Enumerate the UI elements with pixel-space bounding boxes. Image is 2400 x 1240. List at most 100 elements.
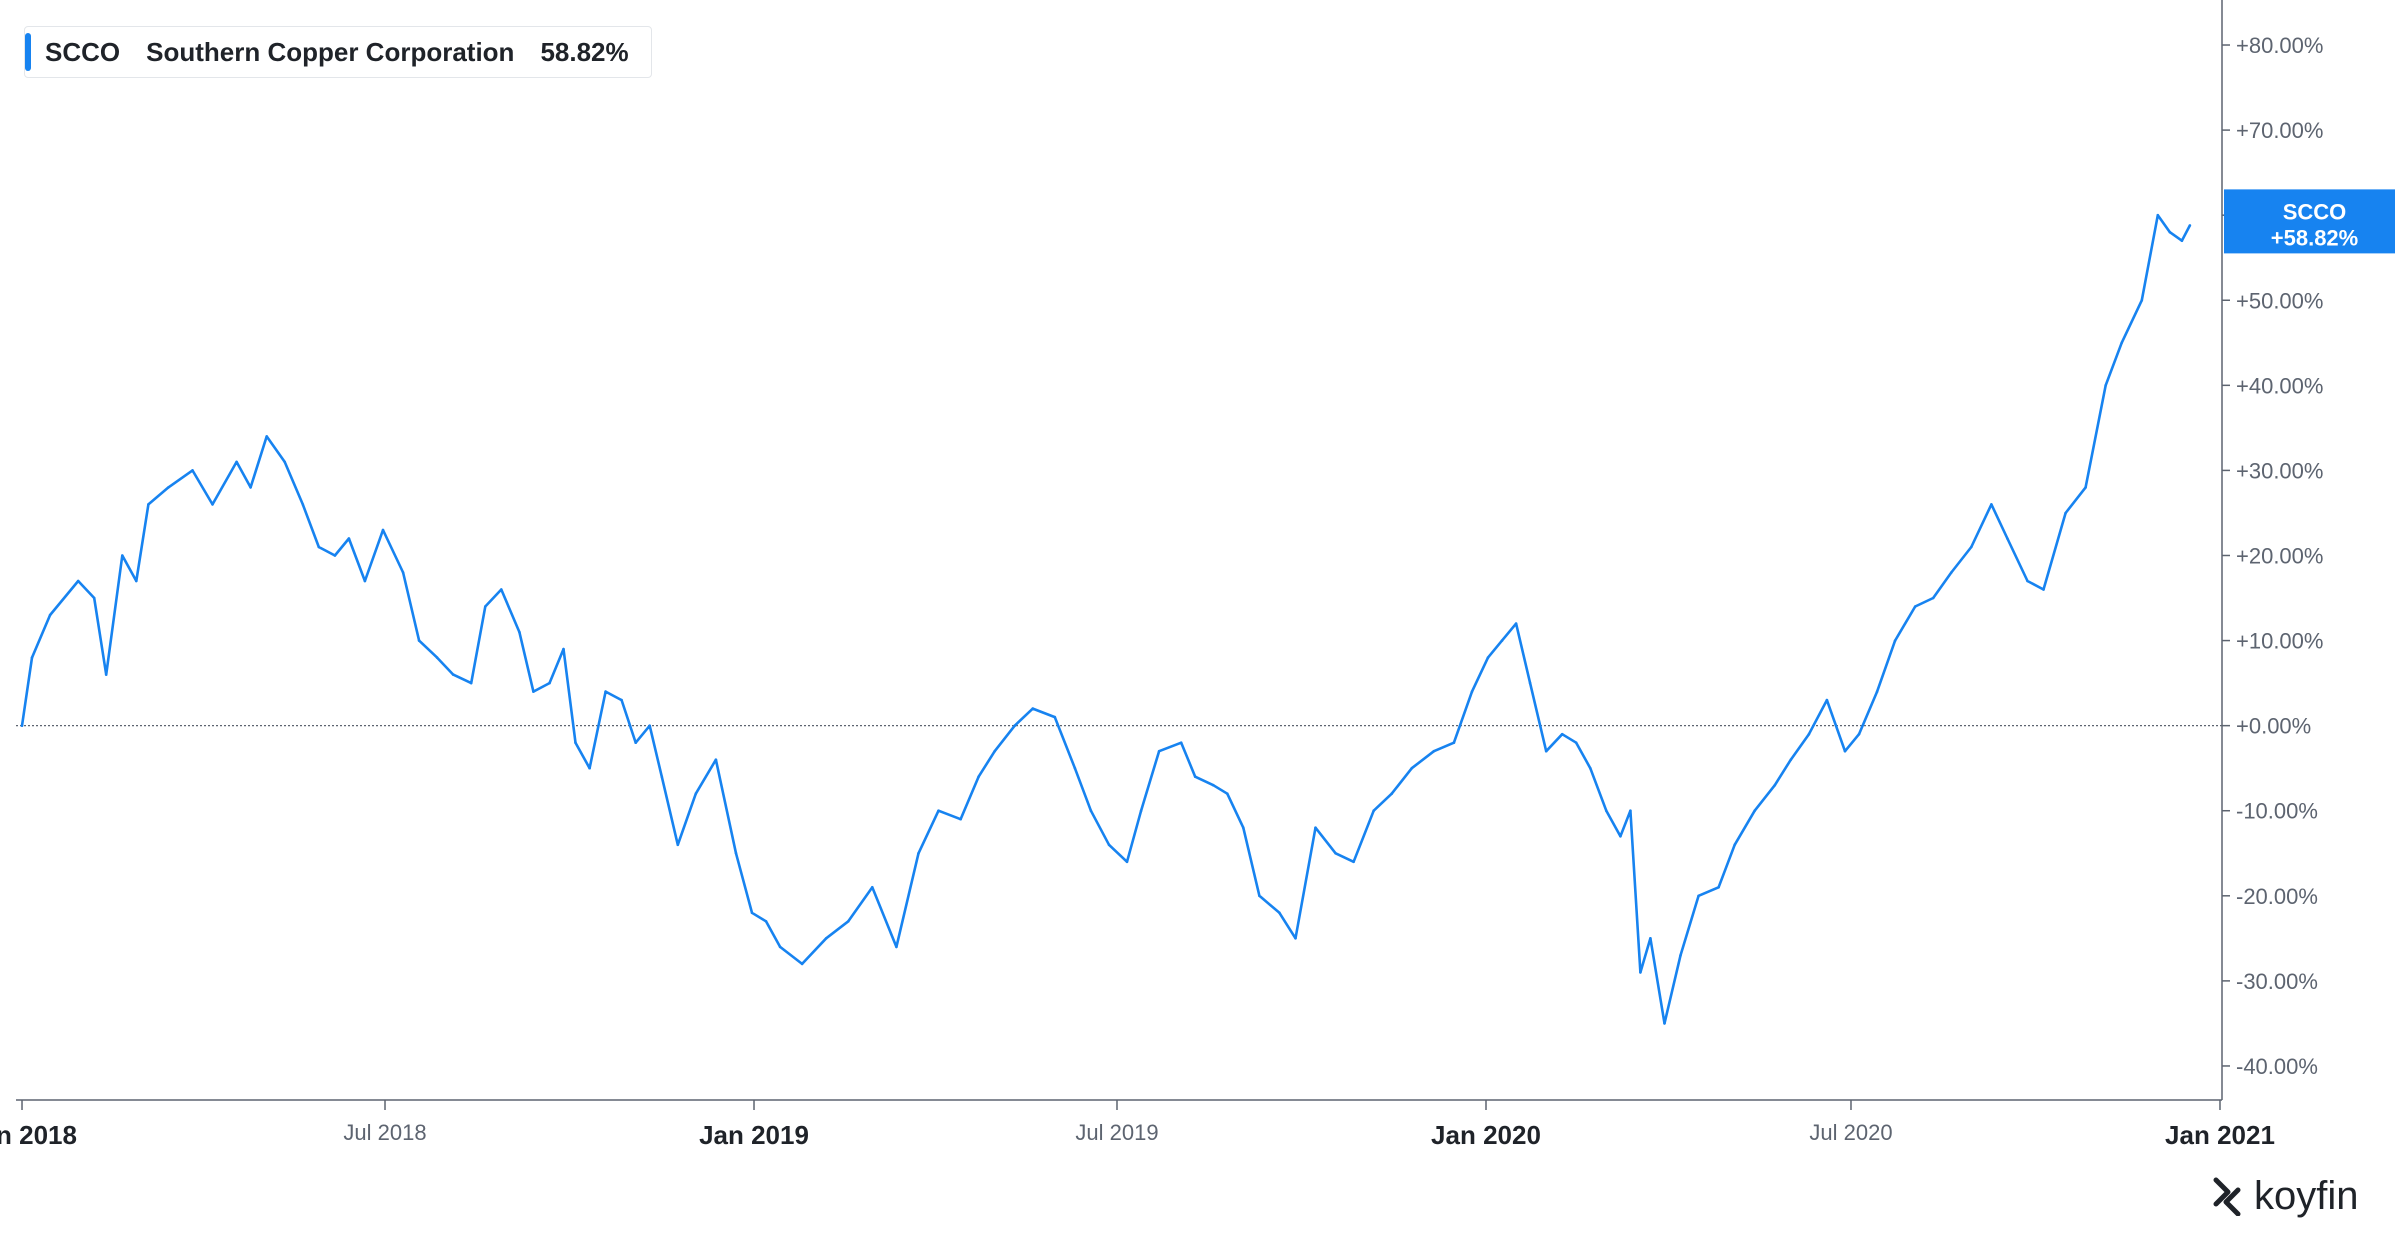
series-line-scco [20,213,2192,1025]
x-tick-label: Jul 2020 [1809,1120,1892,1145]
data-point [1893,639,1897,642]
data-point [333,554,337,557]
data-point [1663,1022,1666,1025]
data-point [648,724,651,727]
data-point [1372,809,1375,812]
brand-logo: koyfin [2208,1172,2359,1220]
koyfin-logo-icon [2213,1177,2241,1216]
data-point [249,486,252,489]
data-point [317,545,321,549]
data-point [1125,860,1129,864]
data-point [714,758,718,761]
data-point [1278,911,1281,915]
data-point [977,775,980,778]
series-legend[interactable]: SCCO Southern Copper Corporation 58.82% [24,26,652,78]
data-point [518,630,521,634]
y-tick-label: +50.00% [2236,288,2323,313]
data-point [634,741,637,744]
data-point [1950,571,1953,574]
data-point [1970,545,1973,549]
data-point [778,945,782,949]
data-point [1486,656,1490,659]
data-point [1589,766,1592,770]
data-point [800,962,804,966]
data-point [1629,809,1632,812]
data-point [1619,835,1622,838]
data-point [620,698,623,702]
data-point [1605,809,1608,812]
data-point [20,724,24,727]
data-point [1334,852,1337,855]
data-point [562,647,565,651]
data-point [2084,486,2087,489]
data-point [469,681,473,685]
data-point [1753,809,1756,812]
data-point [660,775,664,778]
data-point [2104,384,2107,387]
chart-axes [16,0,2223,1101]
data-point [604,690,607,693]
x-tick-label: Jul 2018 [343,1120,426,1145]
data-point [1574,741,1578,744]
data-point [1258,894,1261,898]
data-point [48,613,52,617]
data-point [750,911,754,915]
data-point [104,673,108,676]
data-point [1013,724,1016,727]
data-point [211,503,214,506]
data-point [2042,588,2045,591]
data-point [1913,605,1917,608]
data-point [265,435,269,438]
y-tick-label: +70.00% [2236,118,2323,143]
brand-name: koyfin [2254,1173,2359,1218]
data-point [1410,766,1414,770]
data-point [2180,239,2184,242]
data-point [1500,639,1504,642]
data-point [1717,886,1720,889]
data-point [1990,503,1993,506]
data-point [1470,690,1474,693]
data-point [1390,792,1393,795]
x-tick-label: Jan 2018 [0,1120,77,1150]
data-point [2064,511,2067,515]
y-tick-label: +0.00% [2236,714,2311,739]
y-tick-label: +80.00% [2236,33,2323,58]
data-point [1773,783,1777,787]
x-axis-ticks: Jan 2018 Jul 2018 Jan 2019 Jul 2019 Jan 2020… [0,1100,2275,1150]
y-tick-label: -30.00% [2236,969,2318,994]
data-point [1212,783,1215,787]
data-point [1107,843,1111,847]
data-point [283,460,287,464]
data-point [191,469,194,472]
legend-company-name: Southern Copper Corporation [146,36,515,67]
data-point [30,656,34,659]
data-point [937,809,940,812]
data-point [121,554,124,557]
data-point [1514,622,1518,625]
data-point [1807,732,1811,736]
data-point [401,571,405,574]
y-tick-label: +30.00% [2236,458,2323,483]
data-point [135,579,138,583]
last-value-tag-bg [2224,189,2395,254]
data-point [871,886,874,889]
data-point [694,792,698,795]
data-point [1157,749,1161,753]
data-point [824,937,828,940]
data-point [1528,681,1532,685]
data-point [1789,758,1793,761]
data-point [959,817,962,821]
data-point [2156,213,2160,217]
data-point [235,460,238,464]
last-value-tag-ticker: SCCO [2283,199,2347,224]
data-point [895,945,898,949]
data-point [548,681,551,685]
data-point [1843,749,1847,753]
data-point [1679,954,1682,957]
data-point [1452,741,1456,744]
data-point [2026,579,2029,583]
data-point [1825,698,1829,702]
data-point [847,920,850,923]
data-point [2006,537,2009,540]
